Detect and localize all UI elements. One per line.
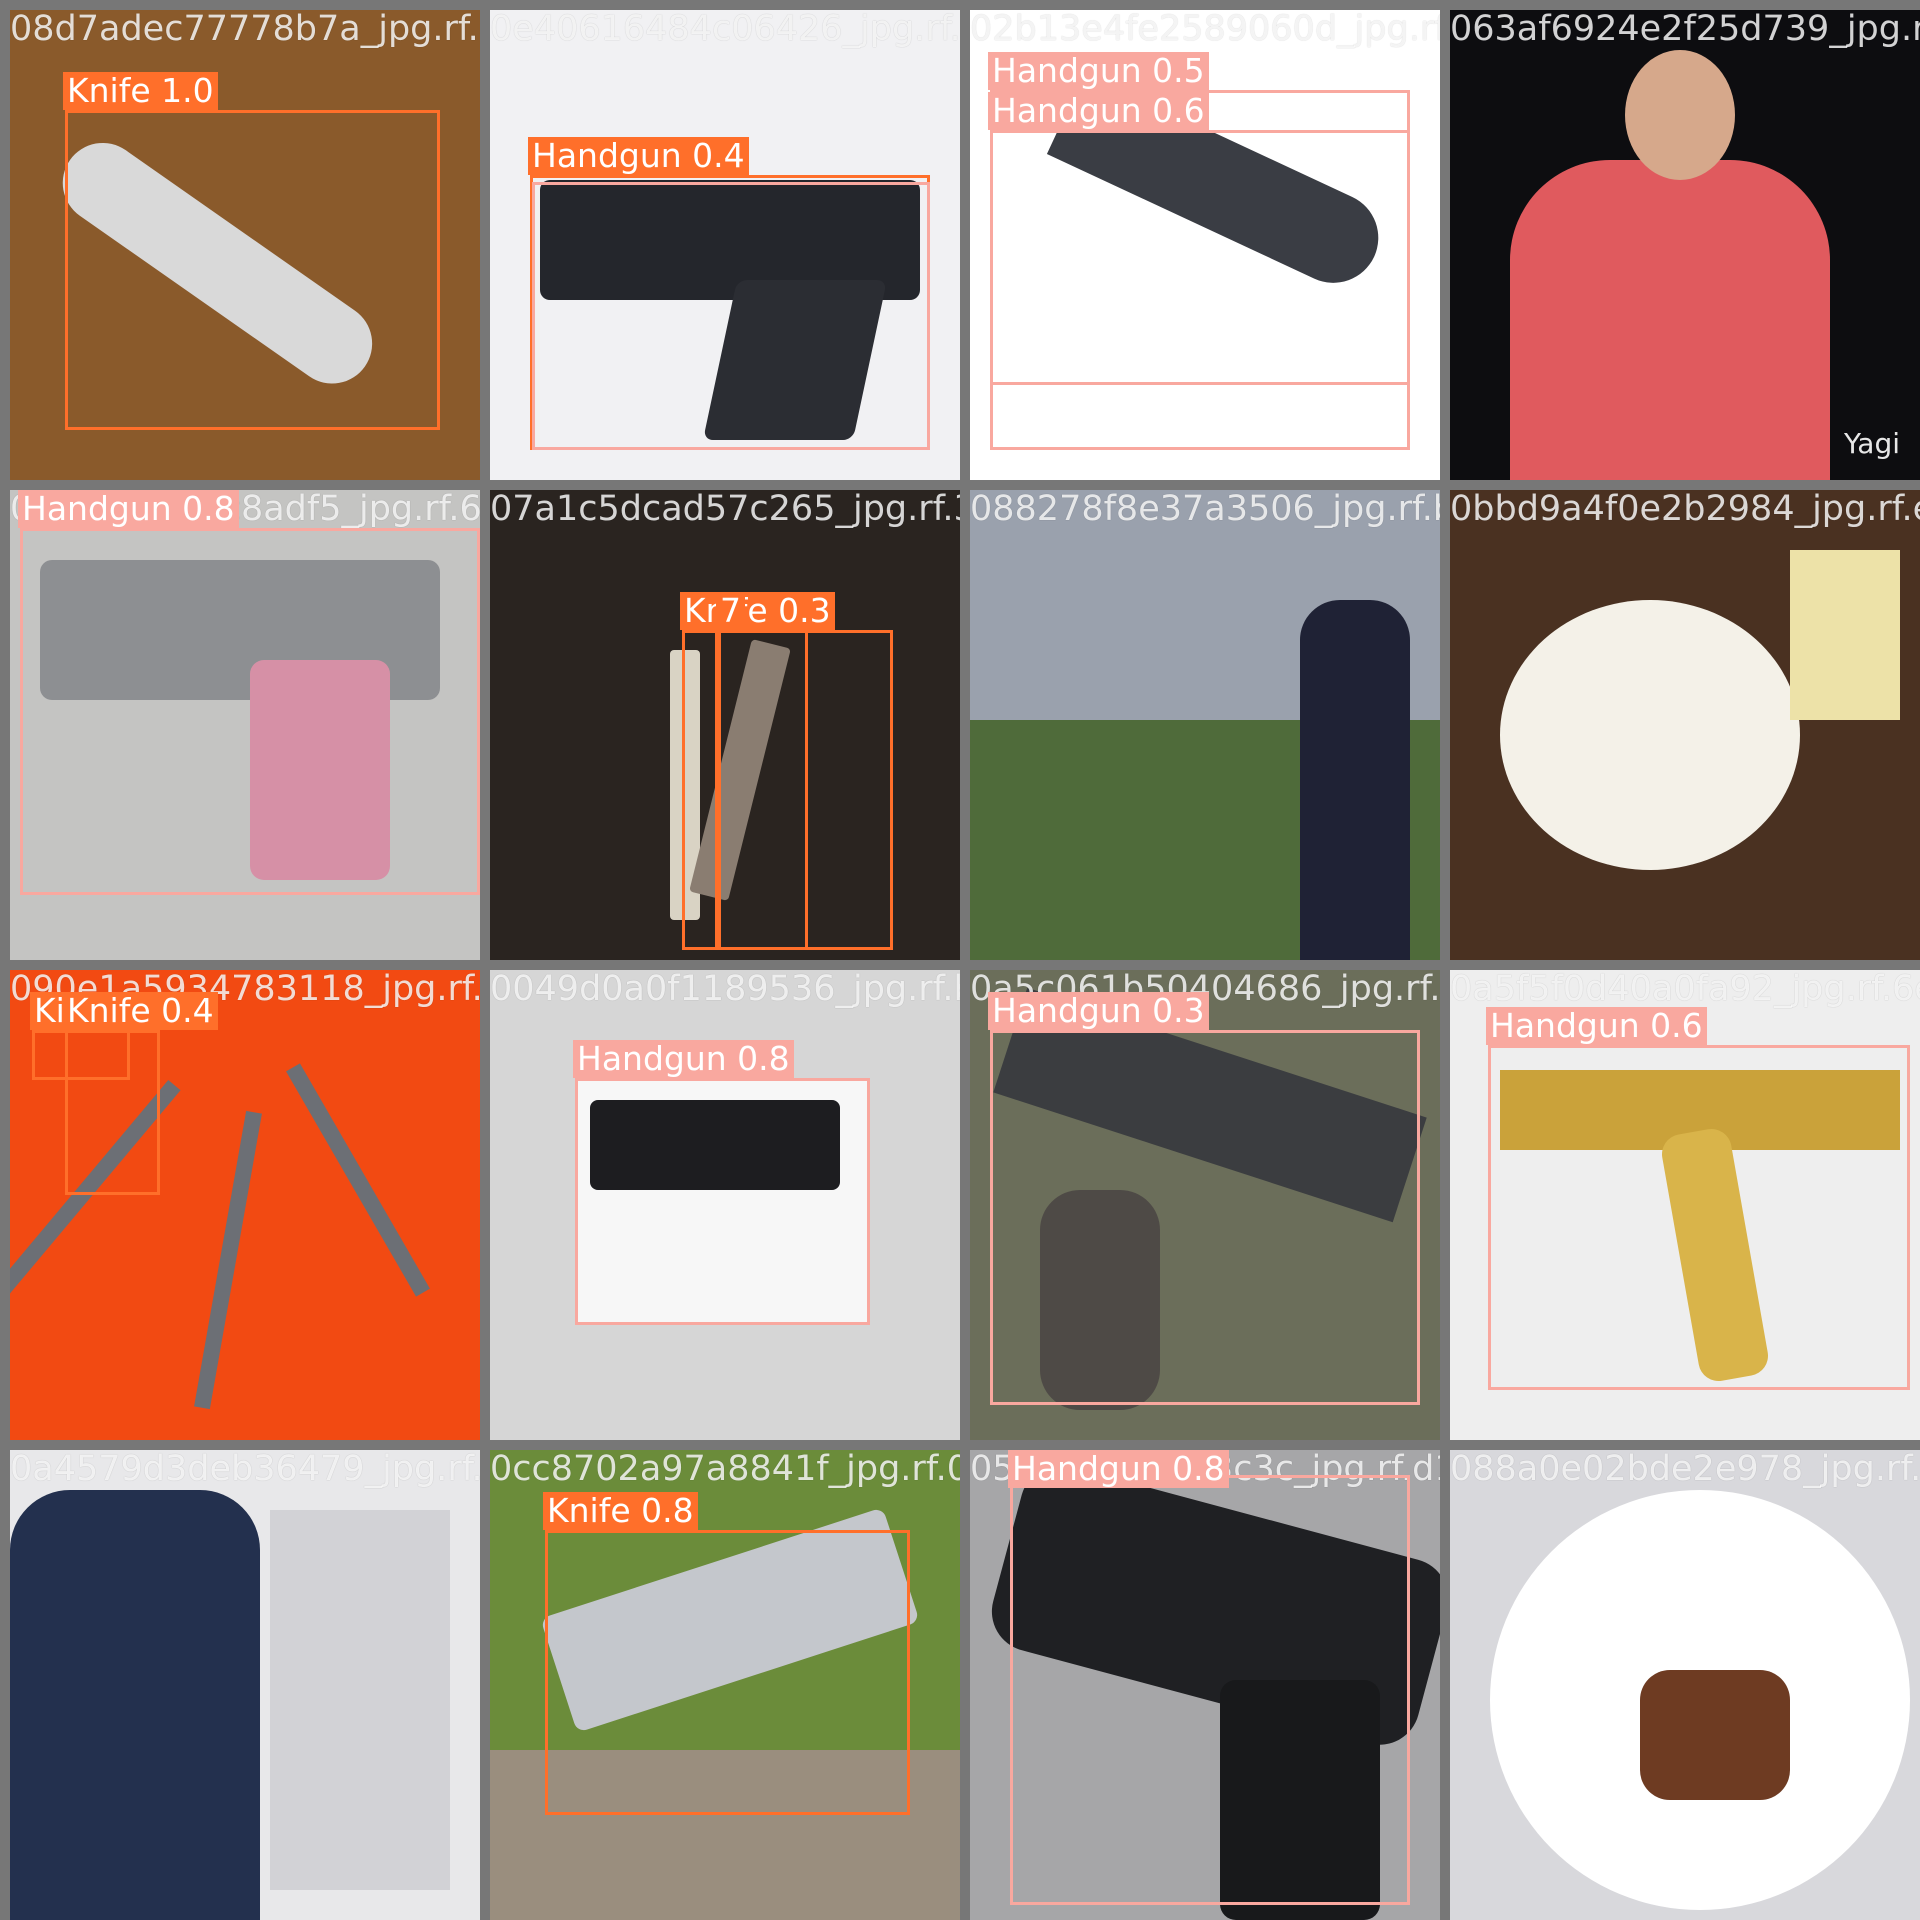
detection-box [1488, 1045, 1910, 1390]
photo-shape [1300, 600, 1410, 960]
mosaic-tile: 0cc8702a97a8841f_jpg.rf.0d Knife 0.8 [490, 1450, 960, 1920]
tile-filename: 088278f8e37a3506_jpg.rf.b1 [970, 490, 1440, 529]
detection-label: Knife 0.4 [63, 992, 218, 1030]
detection-label: Knife 0.3 [680, 592, 835, 630]
tile-filename: 0a4579d3deb36479_jpg.rf.4d [10, 1450, 480, 1489]
mosaic-tile: 090e1a5934783118_jpg.rf.87 Ki Knife 0.4 [10, 970, 480, 1440]
detection-box [65, 1030, 160, 1195]
tile-photo [970, 970, 1440, 1440]
detection-label: Handgun 0.3 [988, 992, 1209, 1030]
detection-box [20, 528, 480, 895]
mosaic-tile: 088a0e02bde2e978_jpg.rf.a6 [1450, 1450, 1920, 1920]
photo-shape [286, 1063, 430, 1297]
tile-photo [1450, 490, 1920, 960]
tile-photo [10, 970, 480, 1440]
tile-filename: 0bbd9a4f0e2b2984_jpg.rf.e7 [1450, 490, 1920, 529]
photo-shape [250, 660, 390, 880]
detection-box [1010, 1475, 1410, 1905]
mosaic-tile: 088278f8e37a3506_jpg.rf.b1 [970, 490, 1440, 960]
mosaic-tile: 0a5f5f0d40a0fa92_jpg.rf.6e Handgun 0.6 [1450, 970, 1920, 1440]
tile-photo [1450, 1450, 1920, 1920]
photo-shape [1510, 160, 1830, 480]
detection-box [682, 630, 718, 950]
tile-photo [1450, 970, 1920, 1440]
photo-shape [10, 1490, 260, 1920]
mosaic-tile: 02b13e4fe2589060d_jpg.rf.05Handgun 0.5Ha… [970, 10, 1440, 480]
tile-photo [10, 490, 480, 960]
photo-shape [490, 1750, 960, 1920]
detection-box [990, 1030, 1420, 1405]
detection-box [532, 182, 930, 450]
detection-box [990, 130, 1410, 450]
mosaic-tile: Yagi 063af6924e2f25d739_jpg.rf.b6 [1450, 10, 1920, 480]
tile-filename: 08d7adec77778b7a_jpg.rf.6e [10, 10, 480, 49]
detection-label: Handgun 0.4 [528, 137, 749, 175]
detection-label: Handgun 0.6 [988, 92, 1209, 130]
detection-label: Knife 0.8 [543, 1492, 698, 1530]
detection-label: Handgun 0.8 [18, 490, 239, 528]
photo-shape [194, 1110, 262, 1410]
tile-photo [1450, 10, 1920, 480]
detection-box [545, 1530, 910, 1815]
detection-label: Handgun 0.8 [573, 1040, 794, 1078]
detection-label: 7 [716, 592, 745, 630]
mosaic-tile: 0a5c061b50404686_jpg.rf.5b Handgun 0.3 [970, 970, 1440, 1440]
tile-photo [970, 490, 1440, 960]
tile-photo [490, 970, 960, 1440]
tile-filename: 0cc8702a97a8841f_jpg.rf.0d [490, 1450, 960, 1489]
tile-filename: 063af6924e2f25d739_jpg.rf.b6 [1450, 10, 1920, 49]
mosaic-tile: 05ab0a3ae3e3c3c_jpg.rf.d1Handgun 0.8 [970, 1450, 1440, 1920]
tile-filename: 0a5f5f0d40a0fa92_jpg.rf.6e [1450, 970, 1920, 1009]
mosaic-tile: 0bbd9a4f0e2b2984_jpg.rf.e7 [1450, 490, 1920, 960]
mosaic-tile: 0049d0a0f1189536_jpg.rf.b8 Handgun 0.8 [490, 970, 960, 1440]
photo-shape [1500, 600, 1800, 870]
tile-photo [10, 1450, 480, 1920]
photo-shape [270, 1510, 450, 1890]
photo-shape [590, 1100, 840, 1190]
mosaic-tile: 08d7adec77778b7a_jpg.rf.6e Knife 1.0 [10, 10, 480, 480]
detection-label: Knife 1.0 [63, 72, 218, 110]
detection-box [718, 630, 893, 950]
mosaic-tile: 0bbd9a4f0bc8adf5_jpg.rf.6d Handgun 0.8 [10, 490, 480, 960]
tile-filename: 02b13e4fe2589060d_jpg.rf.05 [970, 10, 1440, 49]
photo-shape [1790, 550, 1900, 720]
detection-label: Handgun 0.6 [1486, 1007, 1707, 1045]
tile-photo [970, 1450, 1440, 1920]
photo-shape [1220, 1680, 1380, 1920]
tile-filename: 0e40616484c06426_jpg.rf.45 [490, 10, 960, 49]
photo-shape [1640, 1670, 1790, 1800]
detection-label: Handgun 0.8 [1008, 1450, 1229, 1488]
photo-shape [1625, 50, 1735, 180]
tile-filename: 0049d0a0f1189536_jpg.rf.b8 [490, 970, 960, 1009]
mosaic-tile: 0e40616484c06426_jpg.rf.45 Handgun 0.4 [490, 10, 960, 480]
mosaic-tile: 0a4579d3deb36479_jpg.rf.4d [10, 1450, 480, 1920]
tile-photo [490, 490, 960, 960]
photo-shape [1040, 1190, 1160, 1410]
detection-label: Handgun 0.5 [988, 52, 1209, 90]
detection-box [65, 110, 440, 430]
tile-photo [490, 10, 960, 480]
detection-label: Ki [30, 992, 69, 1030]
tile-filename: 088a0e02bde2e978_jpg.rf.a6 [1450, 1450, 1920, 1489]
tile-filename: 07a1c5dcad57c265_jpg.rf.36 [490, 490, 960, 529]
photo-watermark: Yagi [1844, 427, 1900, 460]
mosaic-tile: 07a1c5dcad57c265_jpg.rf.36 Knife 0.3 7 [490, 490, 960, 960]
detection-box [575, 1078, 870, 1325]
